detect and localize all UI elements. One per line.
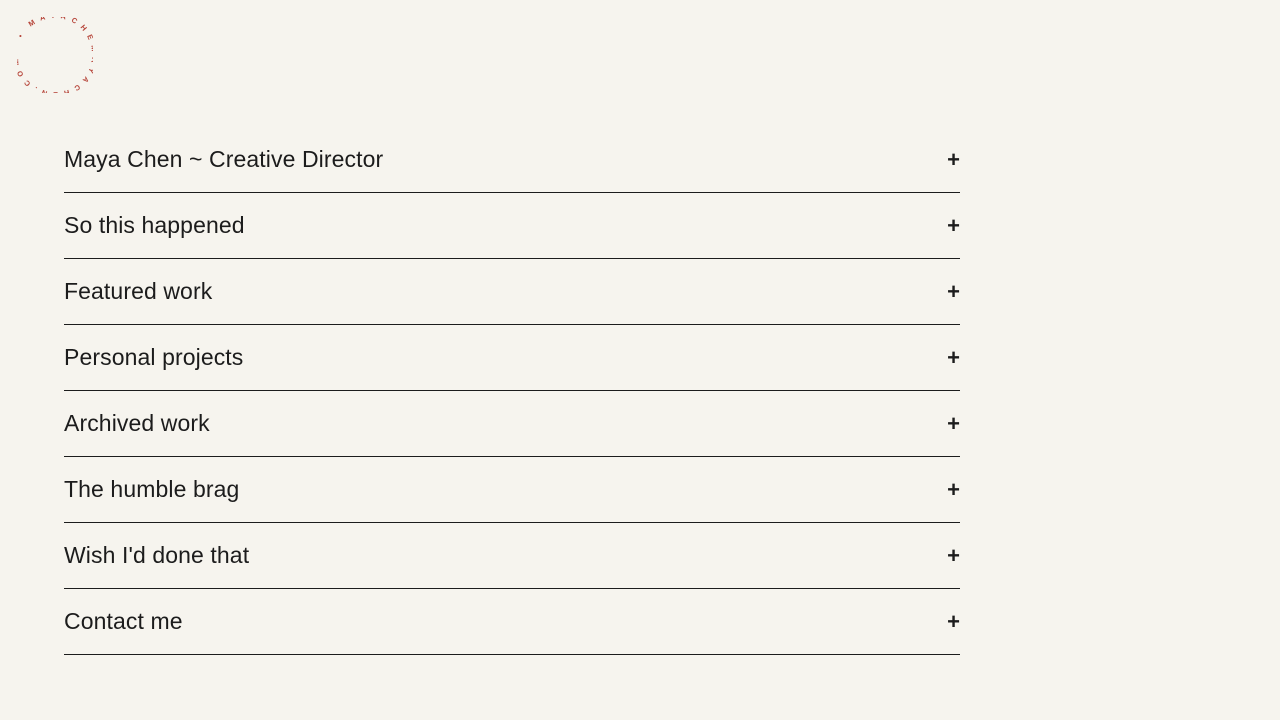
svg-text:MAYACHEMAYACHEN.COM •: MAYACHEMAYACHEN.COM • — [17, 17, 93, 93]
